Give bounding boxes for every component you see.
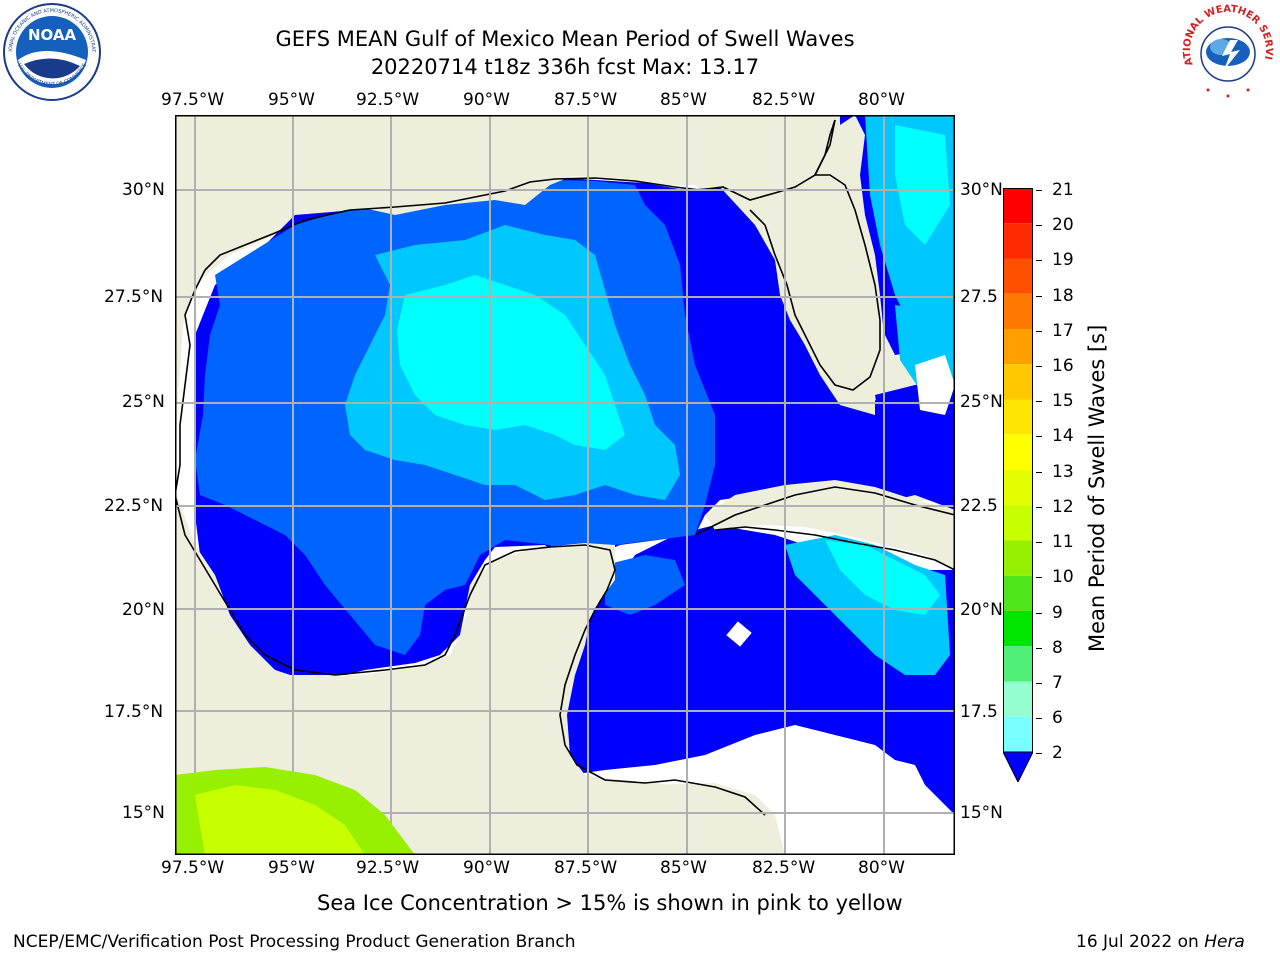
land-mexico-west-2 [175,490,365,685]
colorbar-swatch-7-8 [1003,646,1033,682]
missing-patch-caribbean [726,621,752,647]
land-cuba [705,480,955,570]
lat-label-right: 25°N [960,392,1003,412]
lon-label-top: 95°W [268,90,315,110]
lon-label-top: 80°W [858,90,905,110]
colorbar-swatch-6-7 [1003,681,1033,717]
lat-label-left: 22.5°N [104,496,164,516]
colorbar-swatch-18-19 [1003,258,1033,294]
colorbar-tick: 21 [1036,180,1074,200]
lon-label-top: 87.5°W [554,90,618,110]
lat-label-right: 30°N [960,180,1003,200]
lon-label-top: 97.5°W [161,90,225,110]
chart-title: GEFS MEAN Gulf of Mexico Mean Period of … [275,27,855,51]
lat-label-left: 30°N [122,180,165,200]
colorbar-swatch-5-6 [1003,716,1033,752]
lon-label-bottom: 80°W [858,858,905,878]
footer-date: 16 Jul 2022 on Hera [1076,932,1245,952]
colorbar-swatch-9-10 [1003,575,1033,611]
lat-label-right: 27.5 [960,287,998,307]
missing-patch-bahamas [915,355,955,415]
lon-label-bottom: 82.5°W [752,858,816,878]
noaa-logo: NOAA NATIONAL OCEANIC AND ATMOSPHERIC AD… [0,0,102,102]
colorbar-swatch-14-15 [1003,399,1033,435]
colorbar-tick: 11 [1036,532,1074,552]
lon-label-top: 82.5°W [752,90,816,110]
map-panel [174,114,956,856]
colorbar-tick: 19 [1036,250,1074,270]
colorbar-swatch-20-21 [1003,188,1033,224]
colorbar-swatch-17-18 [1003,293,1033,329]
lat-label-right: 20°N [960,600,1003,620]
colorbar-swatch-15-16 [1003,364,1033,400]
colorbar-swatch-8-9 [1003,611,1033,647]
colorbar-swatch-16-17 [1003,329,1033,365]
map-frame [174,114,956,856]
colorbar-tick: 13 [1036,462,1074,482]
lat-label-left: 20°N [122,600,165,620]
swell-level-5 [397,275,625,450]
colorbar-tick: 2 [1036,743,1063,763]
colorbar-swatch-10-11 [1003,540,1033,576]
lon-label-top: 85°W [660,90,707,110]
colorbar-tick: 7 [1036,673,1063,693]
colorbar-ticks: 21 20 19 18 17 16 15 14 13 12 11 10 9 8 … [1036,180,1096,770]
lat-label-left: 27.5°N [104,287,164,307]
missing-data-south [755,735,955,855]
colorbar-swatch-11-12 [1003,505,1033,541]
swell-higher-pacific [195,785,365,855]
colorbar-swatch-19-20 [1003,223,1033,259]
colorbar-frame [1003,188,1033,753]
lat-label-right: 17.5 [960,702,998,722]
colorbar-tick: 12 [1036,497,1074,517]
gridlines [175,115,955,855]
colorbar-tick: 8 [1036,638,1063,658]
colorbar-extend-arrow [1002,751,1034,784]
colorbar-swatches [1003,188,1033,752]
map-svg [174,114,956,856]
swell-level-3-yucatan [605,555,685,615]
footer-organization: NCEP/EMC/Verification Post Processing Pr… [13,932,576,952]
chart-subtitle: 20220714 t18z 336h fcst Max: 13.17 [370,55,760,79]
lat-label-right: 22.5 [960,496,998,516]
lon-label-bottom: 85°W [660,858,707,878]
colorbar-tick: 14 [1036,426,1074,446]
colorbar-tick: 15 [1036,391,1074,411]
colorbar-tick: 20 [1036,215,1074,235]
colorbar [1002,188,1034,784]
lat-label-left: 17.5°N [104,702,164,722]
colorbar-tick: 10 [1036,567,1074,587]
colorbar-tick: 16 [1036,356,1074,376]
lon-label-bottom: 87.5°W [554,858,618,878]
footer-machine: Hera [1204,932,1245,952]
colorbar-label: Mean Period of Swell Waves [s] [1085,324,1109,652]
lon-label-bottom: 97.5°W [161,858,225,878]
swell-level-5-caribbean [825,540,940,615]
noaa-logo-text: NOAA [28,26,77,44]
colorbar-swatch-13-14 [1003,434,1033,470]
colorbar-tick: 9 [1036,603,1063,623]
colorbar-tick: 18 [1036,286,1074,306]
colorbar-tick: 6 [1036,708,1063,728]
colorbar-tick: 17 [1036,321,1074,341]
land-yucatan [175,543,785,855]
lon-label-top: 90°W [463,90,510,110]
swell-level-5-atlantic [895,125,950,245]
nws-logo: NATIONAL WEATHER SERVICE [1174,0,1278,102]
lon-label-bottom: 92.5°W [356,858,420,878]
colorbar-swatch-12-13 [1003,470,1033,506]
lat-label-right: 15°N [960,803,1003,823]
lon-label-top: 92.5°W [356,90,420,110]
lat-label-left: 25°N [122,392,165,412]
land-florida [770,115,885,405]
sea-ice-caption: Sea Ice Concentration > 15% is shown in … [317,891,903,915]
lon-label-bottom: 90°W [463,858,510,878]
footer-date-text: 16 Jul 2022 on [1076,932,1205,952]
lon-label-bottom: 95°W [268,858,315,878]
lat-label-left: 15°N [122,803,165,823]
